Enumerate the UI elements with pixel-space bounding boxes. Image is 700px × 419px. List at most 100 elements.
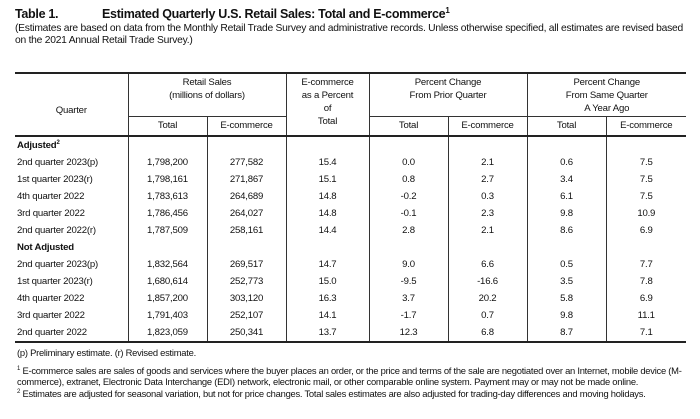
section-header: Not Adjusted <box>15 239 686 256</box>
cell: -0.2 <box>368 188 448 205</box>
cell: 1,791,403 <box>127 307 207 324</box>
footnote-mark: 1 <box>445 5 450 15</box>
subheader-total: Total <box>127 116 207 137</box>
table-subtitle: (Estimates are based on data from the Mo… <box>15 23 683 46</box>
row-label: 1st quarter 2023(r) <box>17 276 93 287</box>
table-row: 1st quarter 2023(r) 1,798,161 271,867 15.1 0… <box>15 171 686 188</box>
cell: 0.0 <box>368 154 448 171</box>
cell: -1.7 <box>368 307 448 324</box>
cell: 3.5 <box>526 273 606 290</box>
section-label: Adjusted2 <box>17 139 60 151</box>
cell: 11.1 <box>605 307 686 324</box>
table-row: 4th quarter 2022 1,783,613 264,689 14.8 -0.2… <box>15 188 686 205</box>
cell: 1,823,059 <box>127 324 207 342</box>
cell: 8.6 <box>526 222 606 239</box>
cell: 9.8 <box>526 205 606 222</box>
header-prior-quarter: Percent Change From Prior Quarter <box>368 73 527 117</box>
subheader-total: Total <box>526 116 606 137</box>
cell: 1,680,614 <box>127 273 207 290</box>
cell: 1,786,456 <box>127 205 207 222</box>
cell: 7.7 <box>605 256 686 273</box>
cell: 13.7 <box>285 324 369 342</box>
cell: 6.9 <box>605 222 686 239</box>
table-row: 2nd quarter 2023(p) 1,832,564 269,517 14.7 9… <box>15 256 686 273</box>
notes: (p) Preliminary estimate. (r) Revised es… <box>17 347 687 399</box>
subheader-ecommerce: E-commerce <box>447 116 527 137</box>
cell: -16.6 <box>447 273 527 290</box>
section-label: Not Adjusted <box>17 242 74 253</box>
table-row: 2nd quarter 2022 1,823,059 250,341 13.7 12.3… <box>15 324 686 342</box>
cell: 0.8 <box>368 171 448 188</box>
cell: 14.7 <box>285 256 369 273</box>
cell: 303,120 <box>206 290 286 307</box>
subheader-ecommerce: E-commerce <box>605 116 686 137</box>
cell: 20.2 <box>447 290 527 307</box>
cell: 10.9 <box>605 205 686 222</box>
cell: 2.8 <box>368 222 448 239</box>
table-number: Table 1. <box>15 7 59 21</box>
cell: 1,783,613 <box>127 188 207 205</box>
table-row: 1st quarter 2023(r) 1,680,614 252,773 15.0-… <box>15 273 686 290</box>
row-label: 4th quarter 2022 <box>17 191 85 202</box>
table-title: Table 1. Estimated Quarterly U.S. Retail… <box>15 6 450 22</box>
cell: 258,161 <box>206 222 286 239</box>
cell: 2.1 <box>447 222 527 239</box>
cell: 252,773 <box>206 273 286 290</box>
table-row: 2nd quarter 2023(p) 1,798,200 277,582 15.4 0… <box>15 154 686 171</box>
header-ecommerce-percent: E-commerce as a Percent of Total <box>285 73 369 137</box>
cell: 1,798,161 <box>127 171 207 188</box>
cell: 9.0 <box>368 256 448 273</box>
row-label: 1st quarter 2023(r) <box>17 174 93 185</box>
cell: 0.7 <box>447 307 527 324</box>
cell: 7.5 <box>605 171 686 188</box>
cell: -0.1 <box>368 205 448 222</box>
cell: 14.8 <box>285 188 369 205</box>
cell: 7.1 <box>605 324 686 342</box>
table-row: 4th quarter 2022 1,857,200 303,120 16.3 3.7 2… <box>15 290 686 307</box>
cell: 14.8 <box>285 205 369 222</box>
cell: 7.8 <box>605 273 686 290</box>
cell: 271,867 <box>206 171 286 188</box>
section-header: Adjusted2 <box>15 136 686 154</box>
table-row: 3rd quarter 2022 1,786,456 264,027 14.8 -0.1… <box>15 205 686 222</box>
estimate-legend: (p) Preliminary estimate. (r) Revised es… <box>17 347 196 358</box>
cell: 8.7 <box>526 324 606 342</box>
table-row: 2nd quarter 2022(r) 1,787,509 258,161 14.4 2… <box>15 222 686 239</box>
cell: 1,798,200 <box>127 154 207 171</box>
row-label: 4th quarter 2022 <box>17 293 85 304</box>
row-label: 2nd quarter 2023(p) <box>17 157 99 168</box>
cell: 269,517 <box>206 256 286 273</box>
footnote-1: 1 E-commerce sales are sales of goods an… <box>17 364 682 388</box>
header-year-ago: Percent Change From Same Quarter A Year Ag… <box>526 73 686 117</box>
subheader-total: Total <box>368 116 448 137</box>
cell: 1,787,509 <box>127 222 207 239</box>
table-title-text: Estimated Quarterly U.S. Retail Sales: T… <box>102 7 446 21</box>
cell: 3.7 <box>368 290 448 307</box>
retail-sales-table: Quarter Retail Sales (millions of dollars… <box>15 72 686 343</box>
cell: 7.5 <box>605 154 686 171</box>
cell: 15.0 <box>285 273 369 290</box>
cell: 6.6 <box>447 256 527 273</box>
cell: 0.6 <box>526 154 606 171</box>
table-row: 3rd quarter 2022 1,791,403 252,107 14.1 -1.7… <box>15 307 686 324</box>
row-label: 3rd quarter 2022 <box>17 310 85 321</box>
cell: 7.5 <box>605 188 686 205</box>
cell: 2.1 <box>447 154 527 171</box>
cell: 14.1 <box>285 307 369 324</box>
row-label: 2nd quarter 2022 <box>17 327 87 338</box>
cell: 15.1 <box>285 171 369 188</box>
cell: 16.3 <box>285 290 369 307</box>
cell: 1,832,564 <box>127 256 207 273</box>
cell: 2.3 <box>447 205 527 222</box>
row-label: 2nd quarter 2022(r) <box>17 225 96 236</box>
cell: 264,027 <box>206 205 286 222</box>
header-quarter: Quarter <box>15 73 128 137</box>
cell: 0.3 <box>447 188 527 205</box>
row-label: 3rd quarter 2022 <box>17 208 85 219</box>
cell: 0.5 <box>526 256 606 273</box>
cell: 252,107 <box>206 307 286 324</box>
cell: 14.4 <box>285 222 369 239</box>
cell: 5.8 <box>526 290 606 307</box>
cell: -9.5 <box>368 273 448 290</box>
cell: 250,341 <box>206 324 286 342</box>
